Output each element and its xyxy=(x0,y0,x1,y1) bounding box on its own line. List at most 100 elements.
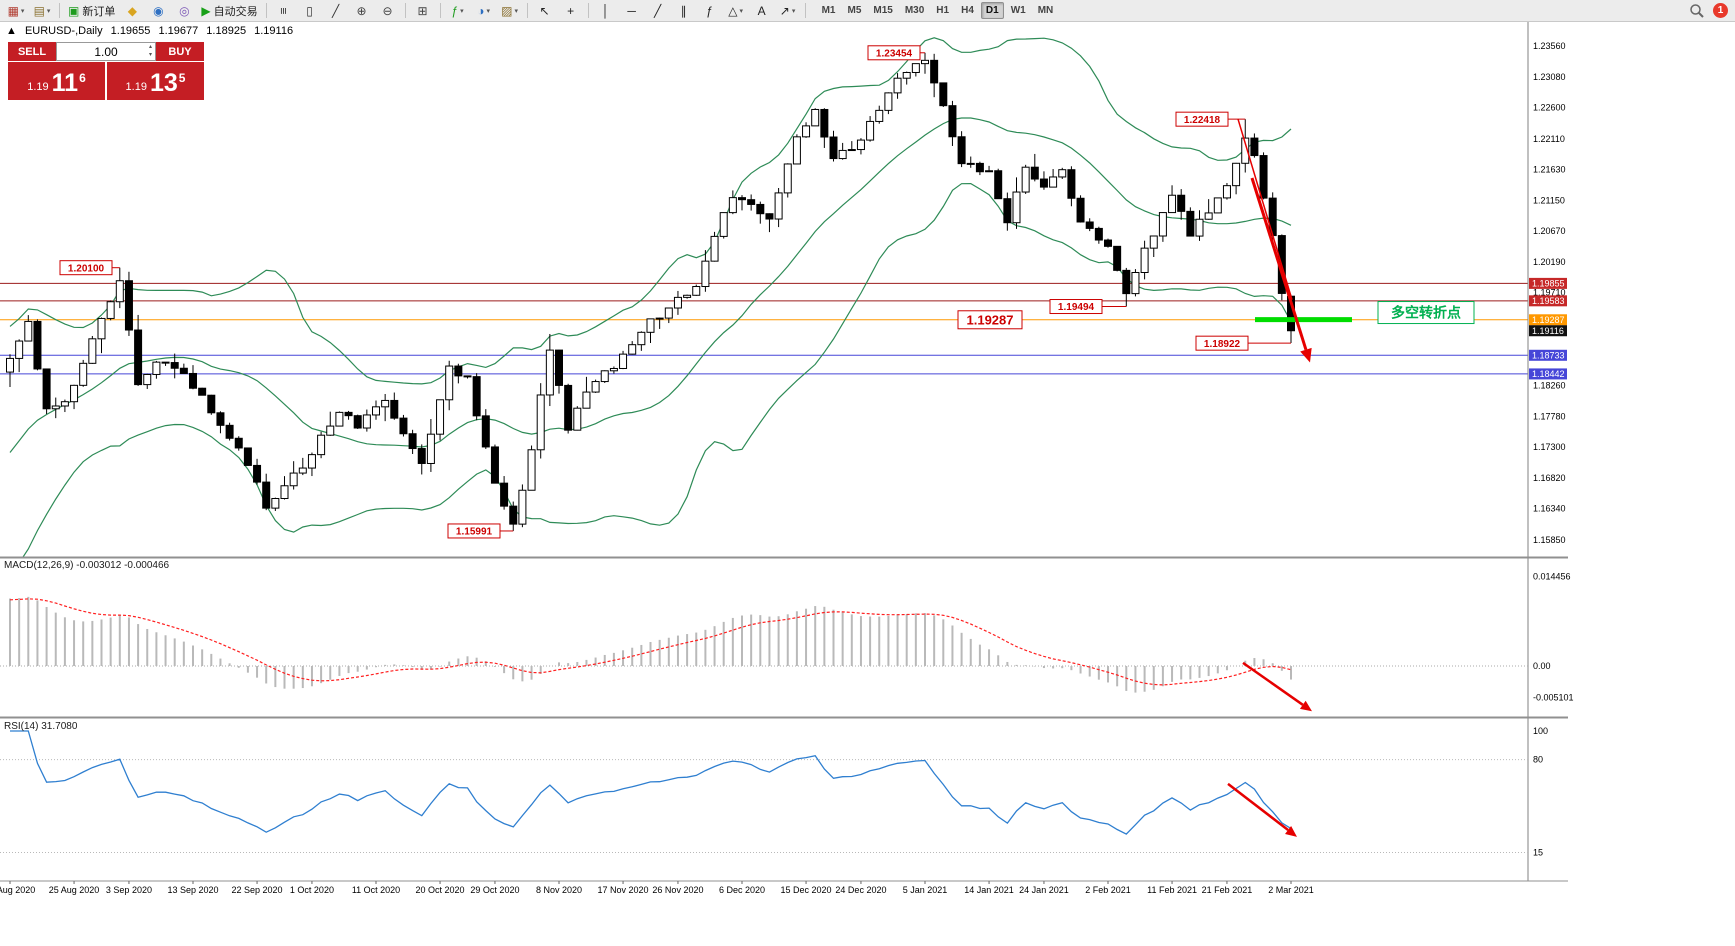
timeframe-button-m1[interactable]: M1 xyxy=(821,5,836,16)
price-tag: 1.18733 xyxy=(1529,349,1567,361)
web-terminal-button[interactable]: ◎ xyxy=(172,1,196,21)
svg-text:1.23080: 1.23080 xyxy=(1533,72,1566,82)
text-label-button[interactable]: A xyxy=(750,1,774,21)
rsi-panel[interactable] xyxy=(0,730,1528,854)
zoom-out-button[interactable]: ⊖ xyxy=(376,1,400,21)
one-click-trading-panel: SELL 1.00 ▴ ▾ BUY 1.19 11 6 1.19 13 5 xyxy=(8,42,204,100)
periods-button[interactable]: ◑ ▾ xyxy=(472,1,496,21)
svg-text:29 Oct 2020: 29 Oct 2020 xyxy=(470,885,519,895)
projection-arrow[interactable] xyxy=(1250,177,1312,363)
time-axis[interactable]: 16 Aug 2020 25 Aug 2020 3 Sep 2020 13 Sep 2… xyxy=(0,881,1314,895)
macd-indicator-label: MACD(12,26,9) -0.003012 -0.000466 xyxy=(4,560,170,571)
bollinger-lower-band xyxy=(22,182,1292,557)
svg-text:21 Feb 2021: 21 Feb 2021 xyxy=(1202,885,1253,895)
toolbar-separator xyxy=(404,3,406,18)
sell-price-prefix: 1.19 xyxy=(27,81,49,93)
svg-text:1.19116: 1.19116 xyxy=(1532,326,1564,336)
price-annotation[interactable]: 1.15991 xyxy=(447,523,514,539)
channel-button[interactable]: ∥ xyxy=(672,1,696,21)
svg-text:11 Oct 2020: 11 Oct 2020 xyxy=(352,885,400,895)
profiles-button[interactable]: ▤ ▾ xyxy=(30,1,54,21)
line-chart-mode-button[interactable]: ╱ xyxy=(324,1,348,21)
timeframe-button-m30[interactable]: M30 xyxy=(904,5,925,16)
collapse-trade-panel-icon[interactable]: ▲ xyxy=(6,25,17,37)
macd-panel[interactable] xyxy=(0,596,1528,712)
crosshair-icon: + xyxy=(567,3,575,18)
svg-text:1.22600: 1.22600 xyxy=(1533,103,1566,113)
autotrade-button[interactable]: ▶ 自动交易 xyxy=(198,1,260,21)
price-annotation[interactable]: 1.22418 xyxy=(1175,111,1246,127)
sell-tab[interactable]: SELL xyxy=(8,42,56,61)
svg-text:17 Nov 2020: 17 Nov 2020 xyxy=(598,885,649,895)
buy-tab[interactable]: BUY xyxy=(156,42,204,61)
new-order-button[interactable]: ▣ 新订单 xyxy=(65,1,118,21)
indicators-button[interactable]: ƒ ▾ xyxy=(446,1,470,21)
timeframe-button-h4[interactable]: H4 xyxy=(961,5,974,16)
trendline-button[interactable]: ╱ xyxy=(646,1,670,21)
vertical-line-button[interactable]: │ xyxy=(594,1,618,21)
turning-point-label[interactable]: 多空转折点 xyxy=(1377,301,1475,325)
toolbar-separator xyxy=(587,3,589,18)
step-down-icon[interactable]: ▾ xyxy=(148,52,152,59)
new-chart-button[interactable]: ▦ ▾ xyxy=(4,1,28,21)
svg-text:1.23454: 1.23454 xyxy=(876,48,913,59)
svg-text:1.18922: 1.18922 xyxy=(1204,339,1241,350)
timeframe-button-w1[interactable]: W1 xyxy=(1010,5,1026,16)
candle-chart-mode-button[interactable]: ▯ xyxy=(298,1,322,21)
candlestick-series xyxy=(6,52,1295,531)
shapes-button[interactable]: △ ▾ xyxy=(724,1,748,21)
svg-text:1.21150: 1.21150 xyxy=(1533,195,1565,205)
cursor-button[interactable]: ↖ xyxy=(533,1,557,21)
price-annotation[interactable]: 1.18922 xyxy=(1195,335,1291,351)
macd-arrow[interactable] xyxy=(1242,661,1312,712)
templates-button[interactable]: ▨ ▾ xyxy=(498,1,522,21)
tile-windows-button[interactable]: ⊞ xyxy=(411,1,435,21)
horizontal-line-button[interactable]: ─ xyxy=(620,1,644,21)
crosshair-button[interactable]: + xyxy=(559,1,583,21)
template-icon: ▨ xyxy=(501,3,513,18)
svg-text:1.16340: 1.16340 xyxy=(1533,504,1566,514)
svg-text:15 Dec 2020: 15 Dec 2020 xyxy=(781,885,832,895)
price-scale[interactable]: 1.23560 1.23080 1.22600 1.22110 1.21630 1.211… xyxy=(1529,41,1574,858)
timeframe-button-h1[interactable]: H1 xyxy=(936,5,950,16)
rsi-arrow[interactable] xyxy=(1227,782,1297,837)
notification-badge[interactable]: 1 xyxy=(1713,3,1728,18)
svg-text:1.16820: 1.16820 xyxy=(1533,473,1566,483)
price-annotation[interactable]: 1.20100 xyxy=(59,260,120,276)
fibonacci-button[interactable]: ƒ xyxy=(698,1,722,21)
svg-text:100: 100 xyxy=(1533,726,1548,736)
price-annotation[interactable]: 1.19287 xyxy=(957,310,1023,330)
zoom-in-button[interactable]: ⊕ xyxy=(350,1,374,21)
chart-wizard-button[interactable]: ◆ xyxy=(120,1,144,21)
bar-chart-mode-button[interactable]: ≡ xyxy=(272,1,296,21)
step-up-icon[interactable]: ▴ xyxy=(148,44,152,50)
sell-button[interactable]: 1.19 11 6 xyxy=(8,62,105,100)
vertical-line-icon: │ xyxy=(601,3,610,18)
timeframe-button-mn[interactable]: MN xyxy=(1037,5,1054,16)
price-divider xyxy=(105,62,107,100)
svg-text:6 Dec 2020: 6 Dec 2020 xyxy=(719,885,765,895)
new-order-icon: ▣ xyxy=(68,3,80,18)
svg-text:1.17300: 1.17300 xyxy=(1533,442,1566,452)
search-icon[interactable] xyxy=(1689,3,1705,19)
red-trendline[interactable] xyxy=(1237,118,1293,300)
svg-text:1.23560: 1.23560 xyxy=(1533,41,1566,51)
dropdown-caret-icon: ▾ xyxy=(486,7,490,15)
globe-icon: ◎ xyxy=(179,3,190,18)
svg-text:1.19710: 1.19710 xyxy=(1533,288,1566,298)
timeframe-button-d1[interactable]: D1 xyxy=(980,2,1004,19)
price-annotation[interactable]: 1.23454 xyxy=(867,45,925,61)
timeframe-button-m15[interactable]: M15 xyxy=(873,5,893,16)
arrows-button[interactable]: ↗ ▾ xyxy=(776,1,800,21)
timeframe-button-m5[interactable]: M5 xyxy=(847,5,862,16)
svg-text:多空转折点: 多空转折点 xyxy=(1391,305,1461,321)
price-tag: 1.19583 xyxy=(1529,295,1567,307)
main-chart-area[interactable]: 1.23454 1.22418 1.20100 1.19494 1.19287 1.189… xyxy=(0,37,1528,579)
rsi-indicator-label: RSI(14) 31.7080 xyxy=(4,721,78,732)
buy-button[interactable]: 1.19 13 5 xyxy=(107,62,204,100)
lot-stepper[interactable]: ▴ ▾ xyxy=(149,43,152,60)
lot-size-input[interactable]: 1.00 ▴ ▾ xyxy=(56,42,156,61)
community-button[interactable]: ◉ xyxy=(146,1,170,21)
price-annotation[interactable]: 1.19494 xyxy=(1049,299,1127,315)
